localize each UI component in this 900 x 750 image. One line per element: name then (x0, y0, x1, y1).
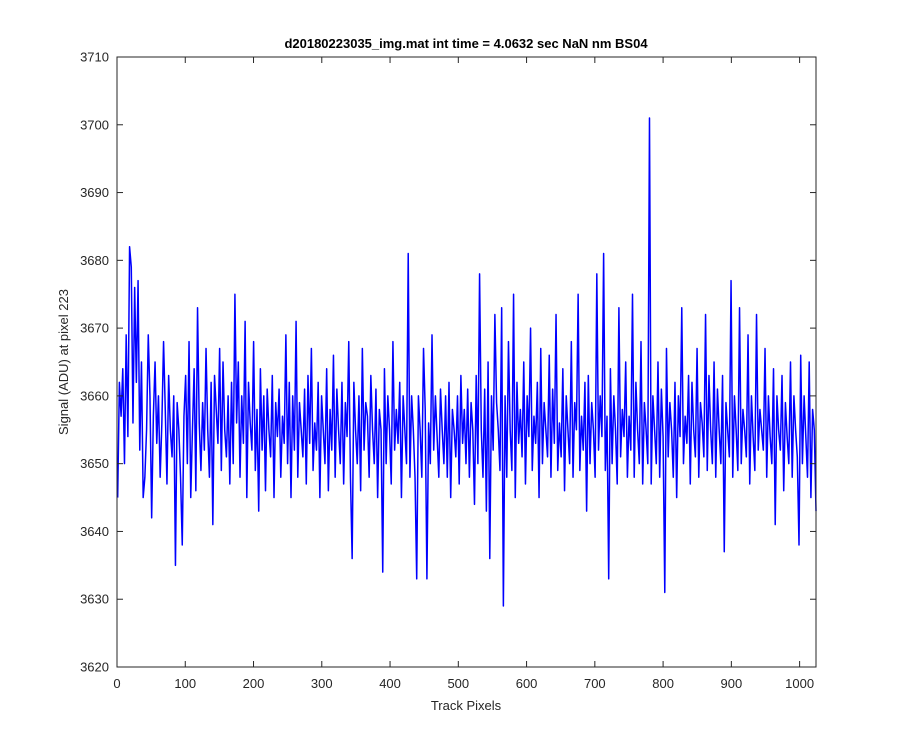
x-tick-label: 100 (174, 676, 196, 691)
x-tick-label: 200 (243, 676, 265, 691)
y-tick-label: 3620 (80, 660, 109, 675)
x-tick-label: 300 (311, 676, 333, 691)
y-axis: 3620 3630 3640 3650 3660 3670 3680 3690 3700 3710 (80, 50, 816, 675)
x-tick-label: 500 (447, 676, 469, 691)
chart-title: d20180223035_img.mat int time = 4.0632 s… (284, 36, 648, 51)
y-tick-label: 3680 (80, 253, 109, 268)
x-tick-label: 900 (721, 676, 743, 691)
y-tick-label: 3650 (80, 456, 109, 471)
y-tick-label: 3660 (80, 388, 109, 403)
y-tick-label: 3700 (80, 117, 109, 132)
x-tick-label: 700 (584, 676, 606, 691)
y-tick-label: 3630 (80, 592, 109, 607)
y-axis-label: Signal (ADU) at pixel 223 (56, 289, 71, 435)
series-layer (116, 117, 817, 607)
x-tick-label: 800 (652, 676, 674, 691)
x-axis-label: Track Pixels (431, 698, 502, 713)
y-tick-label: 3710 (80, 50, 109, 65)
x-axis: 0 100 200 300 400 500 600 700 800 900 1000 (113, 57, 814, 691)
x-tick-label: 0 (113, 676, 120, 691)
x-tick-label: 1000 (785, 676, 814, 691)
y-tick-label: 3690 (80, 185, 109, 200)
y-tick-label: 3670 (80, 321, 109, 336)
plot-area (117, 57, 816, 667)
axes-box (116, 56, 817, 668)
series-line-1 (116, 117, 817, 607)
x-tick-label: 600 (516, 676, 538, 691)
y-tick-label: 3640 (80, 524, 109, 539)
x-tick-label: 400 (379, 676, 401, 691)
